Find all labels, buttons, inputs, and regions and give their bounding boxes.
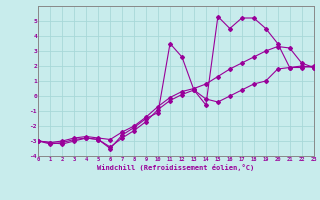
X-axis label: Windchill (Refroidissement éolien,°C): Windchill (Refroidissement éolien,°C) [97,164,255,171]
